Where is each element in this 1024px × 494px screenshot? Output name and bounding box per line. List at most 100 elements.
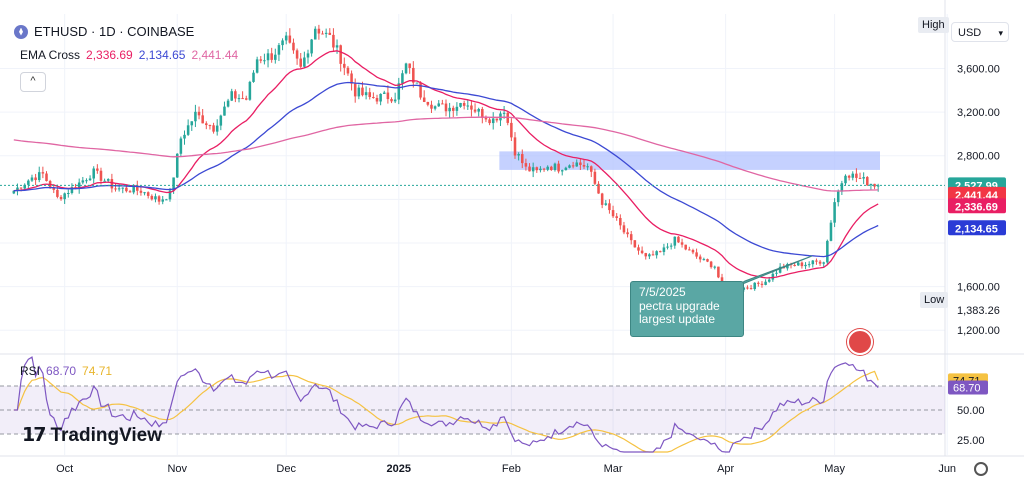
candle-body	[234, 91, 237, 99]
candle-body	[822, 262, 825, 264]
symbol-header[interactable]: ETHUSD · 1D · COINBASE	[14, 24, 194, 39]
candle-body	[183, 134, 186, 139]
rsi-line	[13, 356, 879, 453]
price-tick-label: 1,600.00	[957, 282, 1000, 294]
candle-body	[764, 281, 767, 285]
candle-body	[655, 251, 658, 256]
callout-line: pectra upgrade	[639, 298, 720, 313]
rsi-ma-value: 74.71	[82, 364, 113, 378]
candle-body	[550, 166, 553, 171]
candle-body	[368, 92, 372, 97]
candle-body	[208, 125, 212, 127]
candle-body	[56, 189, 59, 197]
candle-body	[186, 125, 190, 135]
candle-body	[364, 92, 368, 96]
gear-icon[interactable]	[974, 462, 988, 476]
symbol-line: ETHUSD · 1D · COINBASE	[34, 24, 195, 39]
candle-body	[332, 34, 335, 48]
candle-body	[299, 58, 302, 67]
candle-body	[437, 103, 441, 107]
resistance-zone	[499, 151, 880, 170]
candle-body	[114, 188, 117, 190]
candle-body	[165, 199, 168, 201]
candle-body	[513, 137, 517, 156]
candle-body	[557, 163, 560, 172]
candle-body	[713, 266, 717, 268]
candle-body	[753, 282, 756, 290]
candle-body	[121, 187, 125, 189]
chevron-down-icon: ▾	[998, 28, 1003, 38]
candle-body	[197, 111, 201, 116]
rsi-value: 68.70	[46, 364, 77, 378]
ema-fast-value: 2,336.69	[86, 48, 133, 62]
candle-body	[622, 225, 626, 233]
currency-select[interactable]: USD ▾	[951, 22, 1009, 42]
candle-body	[760, 283, 764, 285]
candle-body	[586, 166, 589, 168]
collapse-legend-button[interactable]: ^	[20, 72, 46, 92]
candle-body	[408, 63, 411, 68]
candle-body	[666, 246, 669, 248]
candle-body	[419, 82, 422, 98]
candle-body	[59, 196, 63, 200]
candle-body	[775, 272, 778, 274]
candle-body	[481, 108, 484, 118]
candle-body	[807, 264, 811, 266]
candle-body	[205, 123, 208, 126]
candle-body	[12, 190, 16, 194]
candle-body	[310, 39, 313, 54]
candle-body	[128, 191, 132, 193]
time-tick-label: Apr	[717, 463, 734, 475]
candle-body	[339, 45, 342, 64]
candle-body	[255, 59, 259, 73]
rsi-label: RSI	[20, 364, 41, 378]
candle-body	[590, 166, 593, 172]
time-tick-label: Feb	[502, 463, 521, 475]
candle-body	[292, 42, 295, 51]
candle-body	[608, 203, 611, 211]
candle-body	[680, 242, 684, 245]
candle-body	[422, 97, 426, 102]
candle-body	[811, 260, 815, 265]
price-label-box	[948, 186, 1006, 202]
ema-legend[interactable]: EMA Cross 2,336.69 2,134.65 2,441.44	[20, 48, 238, 62]
candle-body	[45, 173, 48, 182]
price-tick-label: 1,200.00	[957, 325, 1000, 337]
callout-line: 7/5/2025	[639, 285, 686, 299]
candle-body	[568, 165, 571, 168]
candle-body	[571, 165, 575, 167]
high-label: High	[918, 17, 949, 33]
candle-body	[67, 192, 70, 194]
candle-body	[491, 118, 495, 124]
candle-body	[826, 240, 829, 263]
candle-body	[154, 196, 157, 200]
candle-body	[77, 182, 81, 189]
candle-body	[41, 172, 45, 174]
candle-body	[528, 166, 531, 172]
candle-body	[804, 264, 807, 267]
candle-body	[281, 40, 284, 46]
candle-body	[600, 193, 604, 205]
candle-body	[230, 91, 233, 101]
price-label-text: 2,134.65	[955, 223, 998, 235]
candle-body	[259, 59, 263, 61]
candle-body	[815, 260, 818, 262]
candle-body	[412, 67, 415, 83]
candle-body	[103, 180, 106, 182]
candle-body	[404, 63, 408, 74]
candle-body	[520, 154, 524, 164]
tradingview-logo[interactable]: 𝟭𝟳 TradingView	[22, 424, 162, 447]
rsi-legend[interactable]: RSI 68.70 74.71	[20, 364, 112, 378]
candle-body	[19, 187, 23, 189]
candle-body	[375, 98, 379, 102]
candle-body	[215, 125, 219, 132]
candle-body	[106, 179, 110, 181]
ethereum-icon	[14, 24, 28, 39]
price-tick-label: 3,200.00	[957, 107, 1000, 119]
candle-body	[778, 266, 782, 273]
candle-body	[117, 188, 121, 190]
candle-body	[172, 177, 175, 191]
us-flag-event-icon[interactable]	[847, 329, 873, 355]
candle-body	[30, 177, 34, 181]
